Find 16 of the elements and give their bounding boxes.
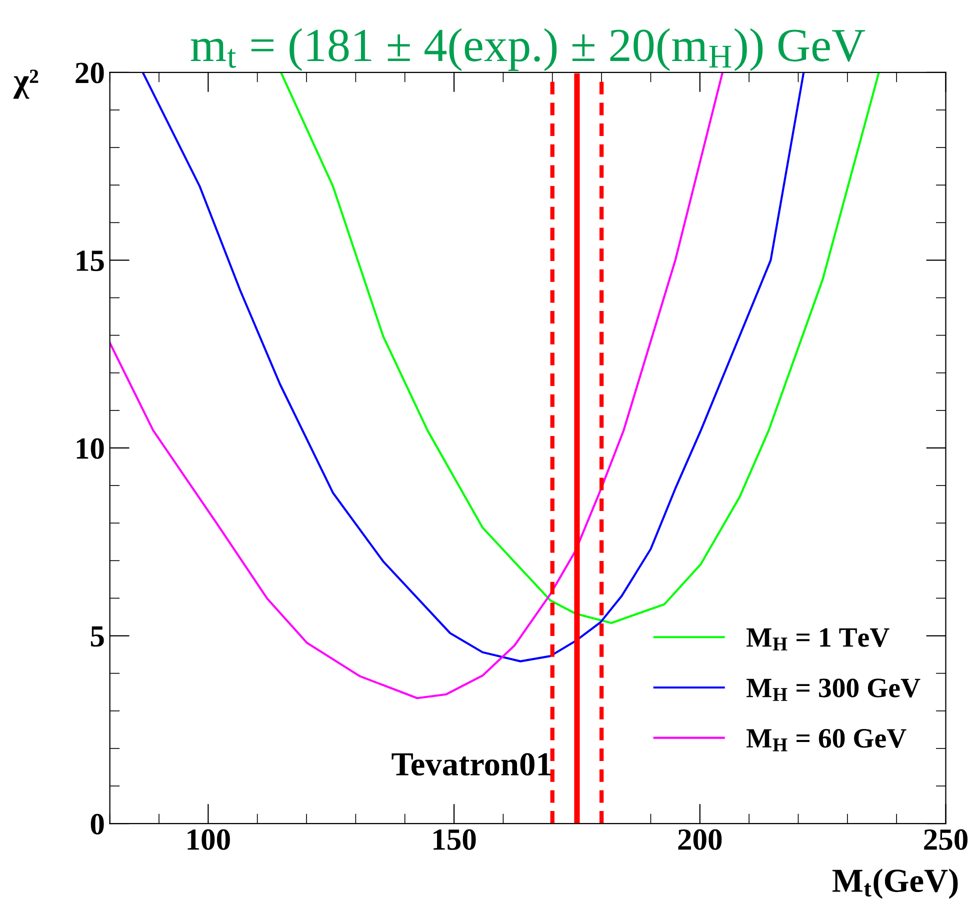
x-axis-title: M$_{t}$(GeV) bbox=[832, 868, 958, 899]
legend-label: M$_{H}$ = 300 GeV bbox=[746, 678, 920, 701]
legend-label: M$_{H}$ = 60 GeV bbox=[746, 728, 906, 752]
annotation: Tevatron01 bbox=[392, 753, 551, 776]
y-axis-title: χ² bbox=[13, 70, 38, 99]
y-tick-label: 0 bbox=[90, 814, 104, 834]
x-tick-label: 250 bbox=[924, 829, 968, 850]
y-tick-label: 15 bbox=[76, 250, 104, 272]
x-tick-label: 200 bbox=[678, 829, 722, 850]
x-tick-label: 150 bbox=[434, 829, 476, 850]
legend-label: M$_{H}$ = 1 TeV bbox=[746, 628, 890, 650]
x-tick-label: 100 bbox=[188, 829, 230, 850]
y-tick-label: 20 bbox=[76, 62, 104, 84]
y-tick-label: 10 bbox=[76, 438, 104, 459]
chart-title: m$_{t}$ = (181 ± 4(exp.) ± 20(m$_{H}$)) GeV bbox=[190, 28, 866, 72]
y-tick-label: 5 bbox=[90, 626, 104, 647]
